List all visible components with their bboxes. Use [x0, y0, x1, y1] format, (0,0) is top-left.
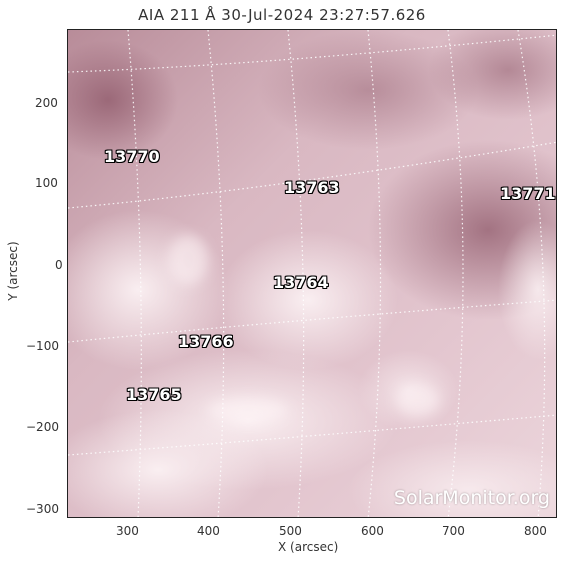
y-tick-label: 0 [55, 258, 63, 272]
x-tick-label: 600 [361, 524, 384, 538]
y-axis-title: Y (arcsec) [6, 241, 20, 301]
active-region-label: 13771 [500, 184, 556, 203]
active-region-label: 13763 [284, 178, 340, 197]
active-region-label: 13766 [178, 332, 234, 351]
y-tick-label: −100 [26, 339, 59, 353]
x-tick-label: 500 [279, 524, 302, 538]
x-tick-label: 700 [442, 524, 465, 538]
y-tick-label: −200 [26, 420, 59, 434]
x-tick-label: 400 [197, 524, 220, 538]
y-tick-label: 200 [35, 96, 58, 110]
watermark: SolarMonitor.org [393, 487, 550, 509]
heliographic-grid [68, 30, 556, 517]
solar-image-frame [67, 29, 557, 518]
image-title: AIA 211 Å 30-Jul-2024 23:27:57.626 [138, 6, 426, 24]
active-region-label: 13765 [126, 385, 182, 404]
active-region-label: 13764 [273, 273, 329, 292]
solar-image [68, 30, 556, 517]
y-tick-label: 100 [35, 176, 58, 190]
active-region-label: 13770 [104, 147, 160, 166]
x-tick-label: 800 [524, 524, 547, 538]
x-axis-title: X (arcsec) [278, 540, 339, 554]
y-tick-label: −300 [26, 502, 59, 516]
x-tick-label: 300 [116, 524, 139, 538]
